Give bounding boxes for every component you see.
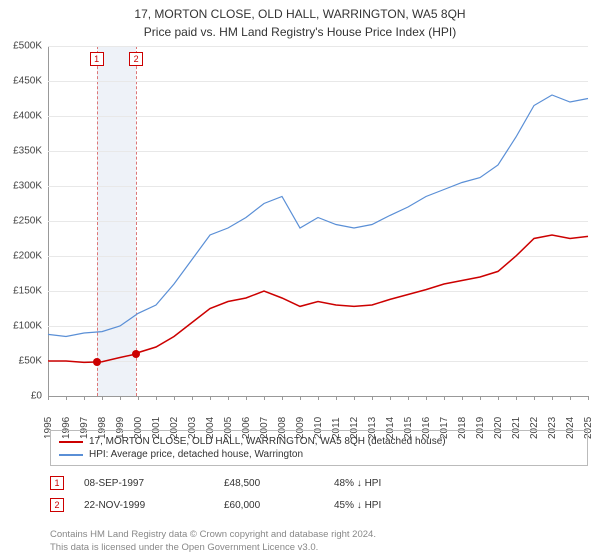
xtick-mark (570, 396, 571, 400)
ytick-label: £400K (0, 111, 42, 122)
xtick-mark (444, 396, 445, 400)
sale-price: £48,500 (224, 478, 334, 489)
xtick-mark (498, 396, 499, 400)
xtick-mark (534, 396, 535, 400)
sale-marker-box: 1 (90, 52, 104, 66)
xtick-mark (156, 396, 157, 400)
footer-attribution: Contains HM Land Registry data © Crown c… (50, 529, 376, 554)
sale-row: 222-NOV-1999£60,00045% ↓ HPI (50, 494, 588, 516)
legend-label-property: 17, MORTON CLOSE, OLD HALL, WARRINGTON, … (89, 436, 446, 447)
sale-relative: 45% ↓ HPI (334, 500, 454, 511)
xtick-mark (372, 396, 373, 400)
sale-row-marker: 2 (50, 498, 64, 512)
xtick-mark (102, 396, 103, 400)
xtick-mark (318, 396, 319, 400)
sale-price: £60,000 (224, 500, 334, 511)
xtick-mark (84, 396, 85, 400)
ytick-label: £300K (0, 181, 42, 192)
plot-area: £0£50K£100K£150K£200K£250K£300K£350K£400… (48, 46, 588, 397)
legend-item-hpi: HPI: Average price, detached house, Warr… (59, 448, 579, 461)
ytick-label: £100K (0, 321, 42, 332)
xtick-mark (516, 396, 517, 400)
chart-title: 17, MORTON CLOSE, OLD HALL, WARRINGTON, … (0, 0, 600, 23)
footer-line1: Contains HM Land Registry data © Crown c… (50, 529, 376, 541)
xtick-mark (48, 396, 49, 400)
xtick-mark (408, 396, 409, 400)
sale-date: 08-SEP-1997 (64, 478, 224, 489)
legend-box: 17, MORTON CLOSE, OLD HALL, WARRINGTON, … (50, 430, 588, 466)
sales-table: 108-SEP-1997£48,50048% ↓ HPI222-NOV-1999… (50, 472, 588, 516)
footer-line2: This data is licensed under the Open Gov… (50, 542, 376, 554)
ytick-label: £200K (0, 251, 42, 262)
sale-point (132, 350, 140, 358)
ytick-label: £500K (0, 41, 42, 52)
sale-point (93, 358, 101, 366)
xtick-mark (174, 396, 175, 400)
legend-item-property: 17, MORTON CLOSE, OLD HALL, WARRINGTON, … (59, 435, 579, 448)
xtick-mark (120, 396, 121, 400)
xtick-mark (246, 396, 247, 400)
ytick-label: £450K (0, 76, 42, 87)
xtick-mark (300, 396, 301, 400)
xtick-mark (462, 396, 463, 400)
xtick-mark (192, 396, 193, 400)
sale-row-marker: 1 (50, 476, 64, 490)
xtick-mark (426, 396, 427, 400)
series-line-property (48, 235, 588, 362)
legend-swatch-property (59, 441, 83, 443)
ytick-label: £350K (0, 146, 42, 157)
ytick-label: £150K (0, 286, 42, 297)
ytick-label: £0 (0, 391, 42, 402)
xtick-mark (66, 396, 67, 400)
xtick-mark (282, 396, 283, 400)
ytick-label: £50K (0, 356, 42, 367)
chart-container: 17, MORTON CLOSE, OLD HALL, WARRINGTON, … (0, 0, 600, 560)
xtick-mark (552, 396, 553, 400)
xtick-mark (336, 396, 337, 400)
xtick-mark (390, 396, 391, 400)
chart-subtitle: Price paid vs. HM Land Registry's House … (0, 23, 600, 39)
xtick-mark (354, 396, 355, 400)
xtick-mark (210, 396, 211, 400)
sale-marker-box: 2 (129, 52, 143, 66)
xtick-mark (228, 396, 229, 400)
xtick-mark (588, 396, 589, 400)
xtick-mark (138, 396, 139, 400)
sale-date: 22-NOV-1999 (64, 500, 224, 511)
legend-swatch-hpi (59, 454, 83, 456)
legend-label-hpi: HPI: Average price, detached house, Warr… (89, 449, 303, 460)
series-svg (48, 46, 588, 396)
sale-row: 108-SEP-1997£48,50048% ↓ HPI (50, 472, 588, 494)
ytick-label: £250K (0, 216, 42, 227)
xtick-mark (480, 396, 481, 400)
series-line-hpi (48, 95, 588, 337)
xtick-mark (264, 396, 265, 400)
sale-relative: 48% ↓ HPI (334, 478, 454, 489)
